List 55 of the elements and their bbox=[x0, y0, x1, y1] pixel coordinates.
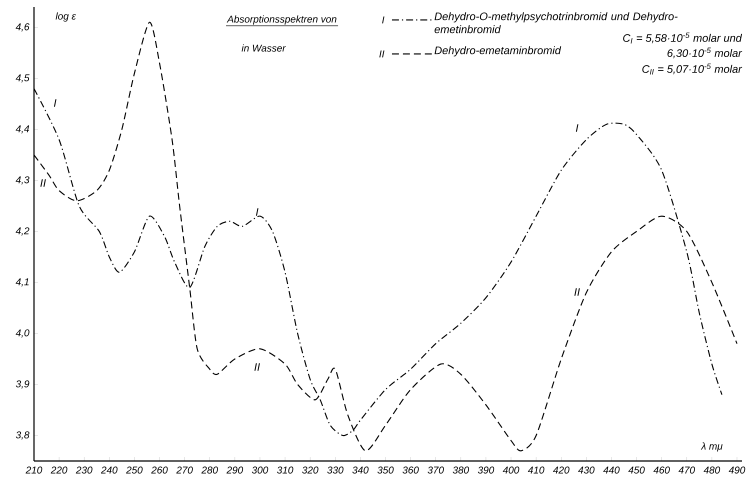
annotation: I bbox=[54, 99, 56, 107]
x-tick-label: 250 bbox=[126, 466, 143, 474]
x-tick-label: 430 bbox=[578, 466, 595, 474]
text: Absorptionsspektren von bbox=[226, 15, 336, 25]
x-tick-label: 260 bbox=[151, 466, 168, 474]
x-tick-label: 210 bbox=[26, 466, 42, 474]
x-tick-label: 470 bbox=[678, 466, 696, 474]
x-tick-label: 330 bbox=[327, 466, 344, 474]
y-tick-label: 4,2 bbox=[16, 227, 30, 236]
annotation: I bbox=[256, 208, 258, 216]
x-tick-label: 370 bbox=[428, 466, 444, 474]
x-tick-label: 270 bbox=[176, 466, 193, 474]
x-tick-label: 240 bbox=[100, 466, 118, 474]
legend-label: I bbox=[382, 16, 384, 24]
legend-label: II bbox=[379, 50, 384, 58]
y-tick-label: 3,8 bbox=[16, 431, 30, 440]
x-tick-label: 490 bbox=[728, 466, 746, 474]
x-tick-label: 410 bbox=[528, 466, 544, 474]
annotation: C$_{II}$ = 5,07·10$^{-5}$ molar bbox=[642, 64, 742, 74]
y-tick-label: 4,1 bbox=[16, 278, 29, 287]
annotation: II bbox=[40, 179, 46, 187]
x-tick-label: 380 bbox=[452, 466, 470, 474]
annotation: I bbox=[576, 124, 578, 132]
x-tick-label: 440 bbox=[603, 466, 620, 474]
x-tick-label: 280 bbox=[201, 466, 218, 474]
x-tick-label: 400 bbox=[502, 466, 520, 474]
y-tick-label: 3,9 bbox=[16, 380, 30, 389]
annotation: II bbox=[574, 288, 580, 296]
x-tick-label: 300 bbox=[252, 466, 268, 474]
x-tick-label: 320 bbox=[302, 466, 318, 474]
x-tick-label: 390 bbox=[478, 466, 494, 474]
x-tick-label: 360 bbox=[402, 466, 419, 474]
annotation: 6,30·10$^{-5}$ molar bbox=[667, 48, 742, 58]
x-tick-label: 230 bbox=[76, 466, 92, 474]
annotation: C$_{I}$ = 5,58·10$^{-5}$ molar und bbox=[623, 32, 742, 44]
y-tick-label: 4,3 bbox=[16, 176, 30, 185]
y-tick-label: 4,6 bbox=[16, 23, 30, 32]
x-tick-label: 290 bbox=[226, 466, 244, 474]
x-tick-label: 340 bbox=[352, 466, 369, 474]
x-tick-label: 480 bbox=[704, 466, 720, 474]
x-tick-label: 420 bbox=[552, 466, 570, 474]
y-tick-label: 4,4 bbox=[16, 125, 30, 134]
x-axis-title: λ mμ bbox=[700, 442, 723, 452]
x-tick-label: 310 bbox=[276, 466, 294, 474]
x-tick-label: 450 bbox=[628, 466, 645, 474]
x-tick-label: 460 bbox=[653, 466, 670, 474]
x-tick-label: 220 bbox=[50, 466, 68, 474]
annotation: II bbox=[254, 363, 260, 371]
text: in Wasser bbox=[242, 44, 286, 52]
x-tick-label: 350 bbox=[377, 466, 394, 474]
y-tick-label: 4,5 bbox=[16, 74, 30, 82]
y-axis-title: log ε bbox=[56, 12, 76, 22]
annotation: Dehydro-O-methylpsychotrinbromid und Dehydro-emetinbromid bbox=[434, 12, 678, 34]
annotation: Dehydro-emetaminbromid bbox=[434, 46, 562, 56]
y-tick-label: 4,0 bbox=[16, 329, 30, 338]
